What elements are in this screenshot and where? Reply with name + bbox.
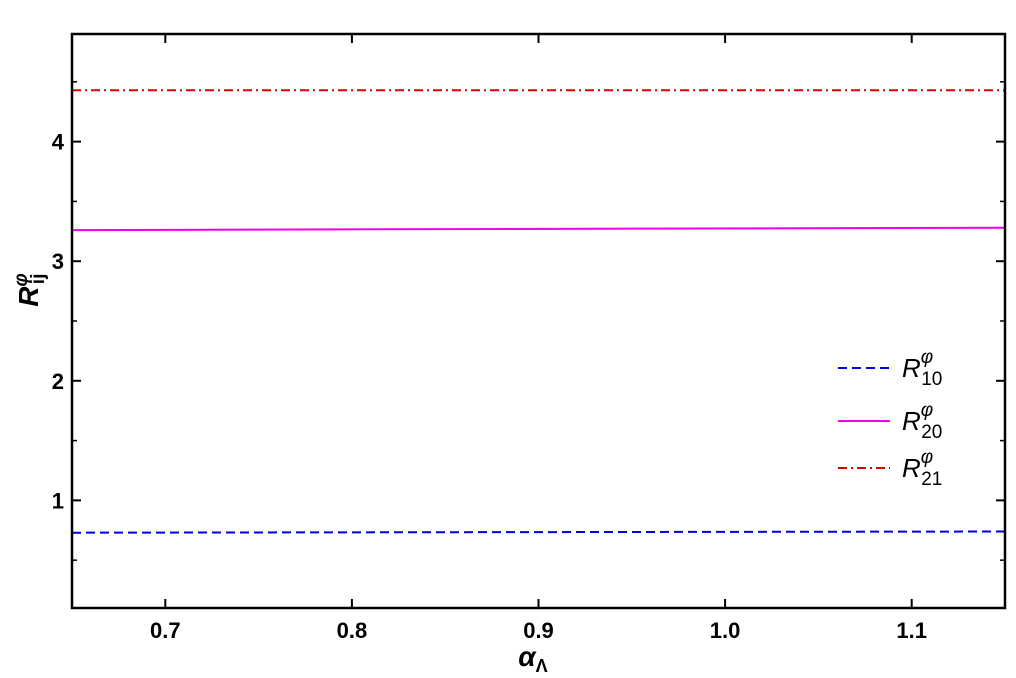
legend-label-sub: 20	[921, 422, 942, 443]
x-tick-label: 1.1	[896, 618, 927, 643]
x-tick-label: 0.7	[150, 618, 181, 643]
legend-label-sub: 10	[921, 369, 942, 390]
series-line-10	[71, 530, 1006, 534]
legend-label-sup: φ	[921, 447, 933, 468]
legend-label-sup: φ	[921, 347, 933, 368]
series-line-20	[71, 226, 1006, 232]
series-layer	[71, 89, 1006, 534]
y-axis-title-base: R	[13, 286, 44, 307]
tick-labels: 0.7 0.8 0.9 1.0 1.1 1 2 3 4	[52, 130, 927, 643]
plot-frame	[70, 32, 1007, 610]
legend-label-20: Rφ 20	[902, 400, 942, 443]
legend-label-10: Rφ 10	[902, 347, 942, 390]
y-tick-label: 4	[52, 130, 65, 155]
y-tick-label: 3	[52, 249, 64, 274]
x-axis-title: αΛ	[518, 641, 547, 676]
legend-label-sub: 21	[921, 469, 942, 490]
y-tick-label: 1	[52, 488, 64, 513]
x-tick-label: 0.8	[337, 618, 368, 643]
x-tick-label: 1.0	[710, 618, 741, 643]
x-axis-title-base: α	[518, 641, 537, 672]
legend-label-base: R	[902, 453, 921, 483]
legend-label-base: R	[902, 406, 921, 436]
legend-label-21: Rφ 21	[902, 447, 942, 490]
legend-label-base: R	[902, 353, 921, 383]
axis-ticks	[72, 34, 1005, 608]
y-axis-title-sub: ij	[28, 274, 49, 285]
x-axis-title-sub: Λ	[536, 656, 548, 676]
y-tick-label: 2	[52, 369, 64, 394]
y-axis-title-sup: φ	[11, 273, 32, 286]
y-axis-title: Rφij	[11, 273, 49, 307]
x-tick-label: 0.9	[523, 618, 554, 643]
legend-label-sup: φ	[921, 400, 933, 421]
